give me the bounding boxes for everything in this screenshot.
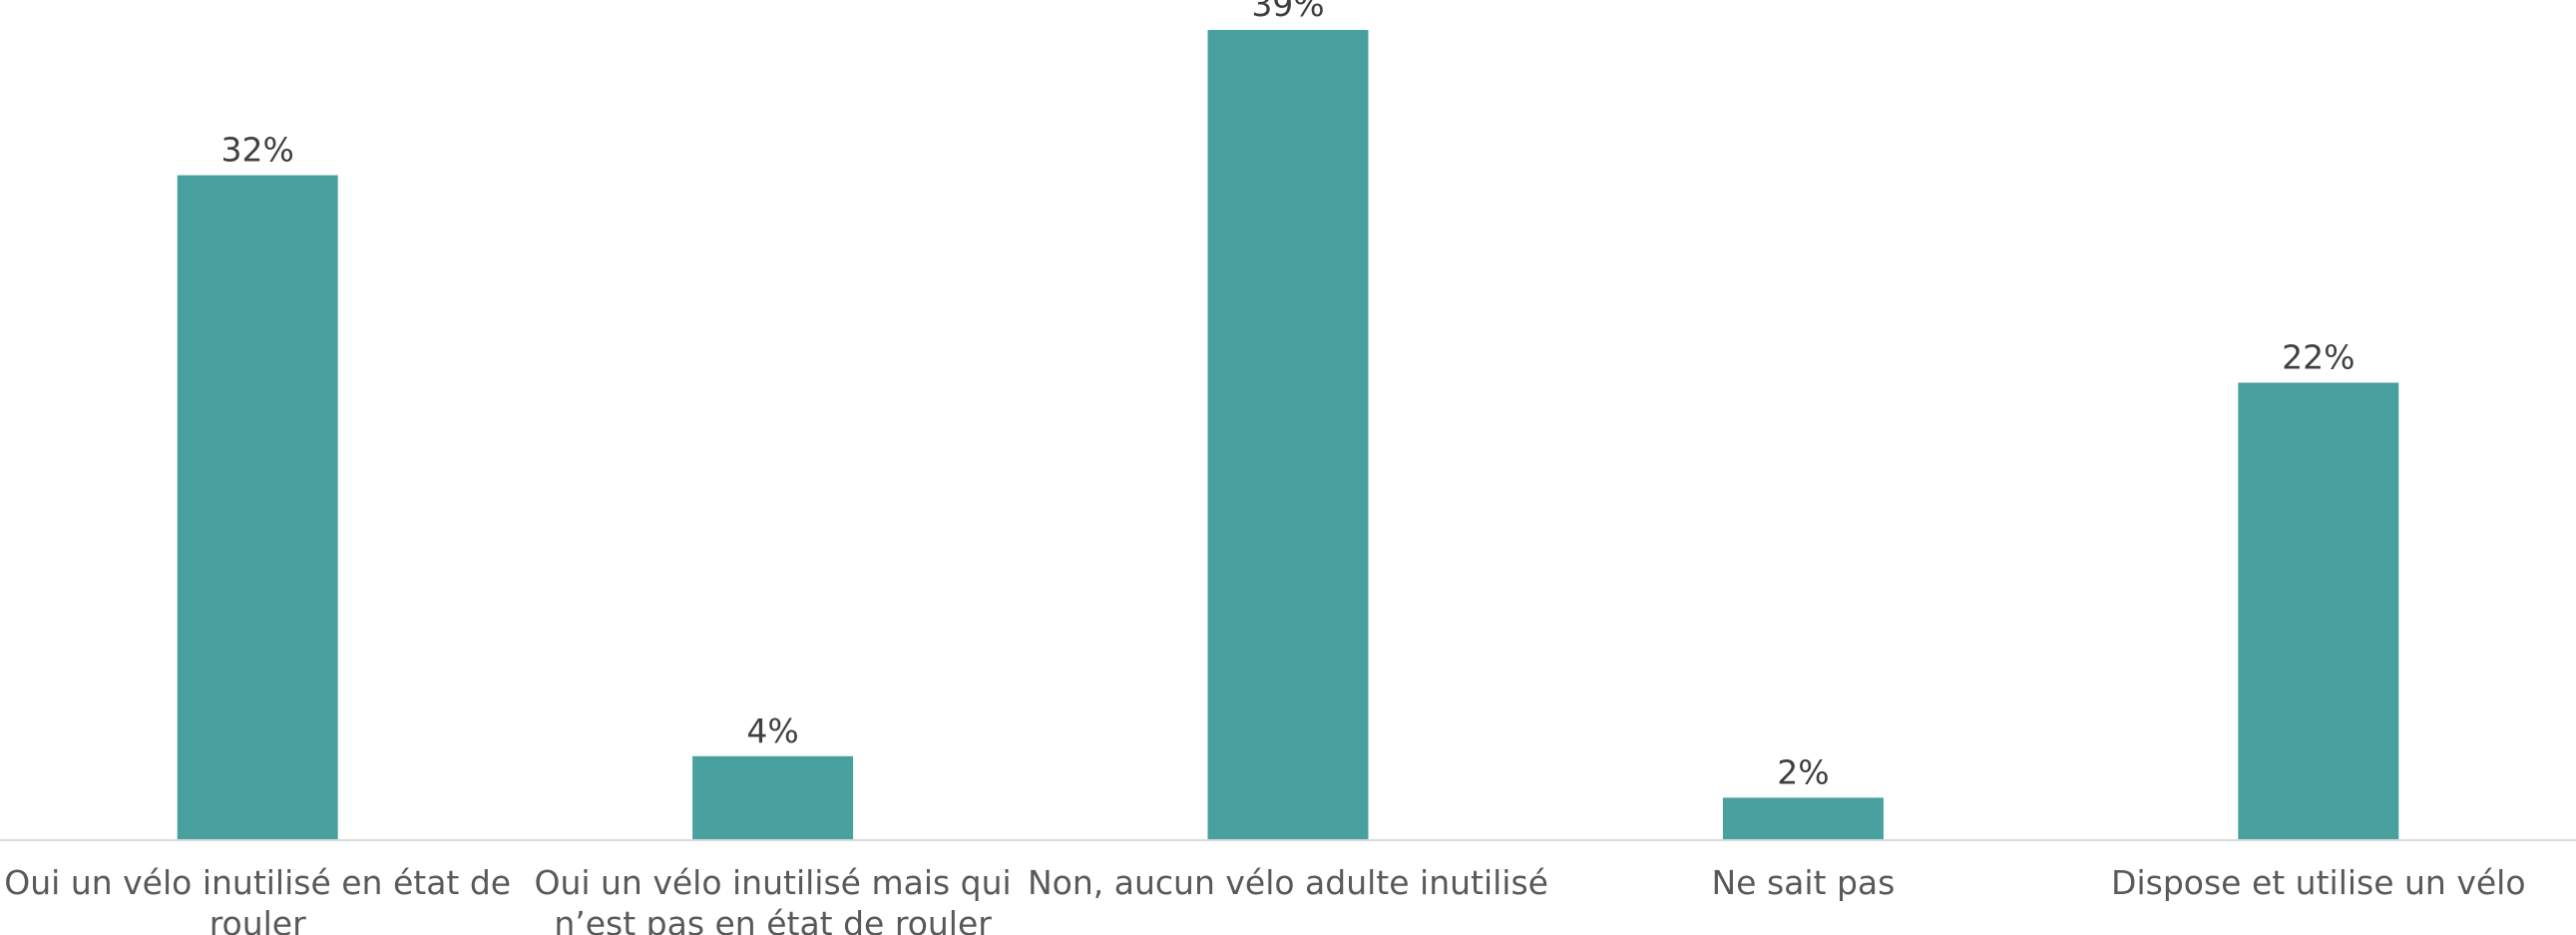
category-label-1: Oui un vélo inutilisé en état de rouler xyxy=(4,863,511,935)
category-labels-group: Oui un vélo inutilisé en état de roulerOu… xyxy=(4,863,2525,935)
data-label-1: 32% xyxy=(221,131,294,170)
category-label-line: Oui un vélo inutilisé en état de xyxy=(4,863,511,902)
data-label-5: 22% xyxy=(2282,338,2355,377)
category-label-line: Non, aucun vélo adulte inutilisé xyxy=(1028,863,1548,902)
data-label-2: 4% xyxy=(746,711,798,750)
category-label-3: Non, aucun vélo adulte inutilisé xyxy=(1028,863,1548,902)
category-label-line: n’est pas en état de rouler xyxy=(554,904,992,935)
bar-1 xyxy=(177,175,338,840)
data-label-4: 2% xyxy=(1777,752,1829,791)
bar-2 xyxy=(692,755,854,839)
category-label-line: Oui un vélo inutilisé mais qui xyxy=(534,863,1011,902)
category-label-4: Ne sait pas xyxy=(1711,863,1895,902)
category-label-line: Dispose et utilise un vélo xyxy=(2111,863,2525,902)
bar-3 xyxy=(1207,30,1369,839)
value-labels-group: 32% 4% 39% 2% 22% xyxy=(221,0,2356,791)
category-label-line: rouler xyxy=(210,904,306,935)
category-label-2: Oui un vélo inutilisé mais qui n’est pas … xyxy=(534,863,1011,935)
bar-4 xyxy=(1722,797,1884,839)
bars-group xyxy=(177,30,2399,840)
category-label-line: Ne sait pas xyxy=(1711,863,1895,902)
category-label-5: Dispose et utilise un vélo xyxy=(2111,863,2525,902)
data-label-3: 39% xyxy=(1251,0,1324,24)
bar-5 xyxy=(2238,382,2399,839)
